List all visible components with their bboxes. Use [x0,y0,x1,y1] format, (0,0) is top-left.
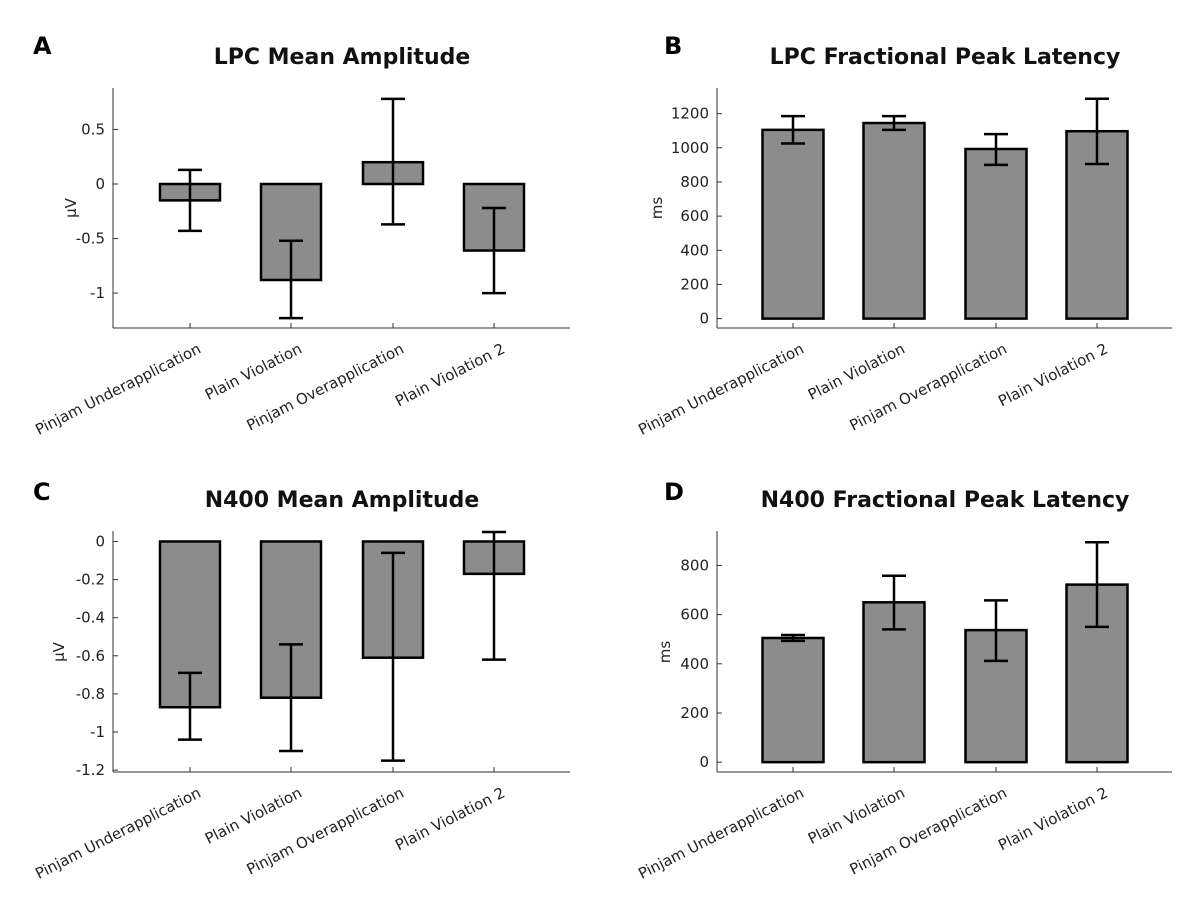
panel-c-category-label: Pinjam Underapplication [32,784,203,883]
panel-b-bar [862,121,926,320]
panel-b-y-tick-label: 1200 [671,105,709,123]
panel-d-error-bar [984,599,1008,663]
panel-d-bar [761,636,825,764]
panel-d-y-tick-label: 600 [680,606,709,624]
panel-d: D N400 Fractional Peak Latency ms 0 200 40… [635,478,1172,883]
panel-d-bar [1065,583,1129,764]
panel-b-category-label: Plain Violation 2 [995,340,1111,411]
panel-d-plot-area: 0 200 400 600 800 Pinjam Underapplication Plai… [635,531,1172,883]
panel-c-y-tick-label: -1.2 [76,761,105,779]
panel-c-error-bar [381,551,405,762]
panel-c-letter: C [33,478,51,506]
panel-c-y-tick-label: -0.4 [76,609,105,627]
panel-a-y-axis-label: μV [62,197,80,218]
panel-d-letter: D [664,478,684,506]
panel-b: B LPC Fractional Peak Latency ms 0 200 400… [635,32,1172,439]
panel-c: C N400 Mean Amplitude μV -1.2-1-0.8-0.6-… [32,478,570,883]
panel-b-category-label: Pinjam Underapplication [635,340,806,439]
panel-a-title: LPC Mean Amplitude [214,45,471,70]
panel-d-error-bar [1085,541,1109,629]
panel-b-title: LPC Fractional Peak Latency [770,45,1121,70]
panel-d-error-bar [781,633,805,643]
panel-d-title: N400 Fractional Peak Latency [761,488,1130,513]
panel-d-y-tick-label: 200 [680,704,709,722]
panel-b-error-bar [1085,97,1109,166]
panel-d-y-tick-label: 800 [680,556,709,574]
panel-b-error-bar [984,132,1008,167]
panel-a-y-tick-label: -1 [90,284,105,302]
panel-c-y-tick-label: -0.2 [76,571,105,589]
panel-a-error-bar [279,239,303,320]
panel-c-error-bar [178,671,202,741]
panel-d-y-tick-label: 400 [680,655,709,673]
panel-a-error-bar [482,206,506,295]
panel-a-y-tick-label: 0.5 [81,120,105,138]
panel-a-error-bar [381,97,405,226]
panel-c-y-axis-label: μV [50,641,68,662]
panel-b-bar [964,147,1028,320]
panel-b-y-tick-label: 0 [699,310,709,328]
panel-a: A LPC Mean Amplitude μV -1 -0.5 0 0.5 Pinjam… [32,32,570,439]
panel-c-y-tick-label: 0 [95,532,105,550]
panel-b-bar [761,128,825,320]
panel-a-plot-area: -1 -0.5 0 0.5 Pinjam Underapplication Plain V… [32,88,570,439]
panel-b-letter: B [664,32,682,60]
panel-b-y-tick-label: 600 [680,207,709,225]
panel-c-title: N400 Mean Amplitude [205,488,480,513]
panel-c-category-label: Plain Violation 2 [392,784,508,855]
panel-c-plot-area: -1.2 -1 -0.8 -0.6 -0.4 -0.2 0 Pinjam Underappli… [32,530,570,883]
panel-b-y-tick-label: 400 [680,241,709,259]
panel-b-y-tick-label: 200 [680,275,709,293]
panel-c-error-bar [279,643,303,753]
panel-d-y-tick-label: 0 [699,753,709,771]
panel-a-letter: A [33,32,52,60]
panel-d-category-label: Plain Violation 2 [995,784,1111,855]
panel-a-category-label: Pinjam Underapplication [32,340,203,439]
panel-b-y-tick-label: 800 [680,173,709,191]
panel-b-error-bar [882,114,906,132]
panel-a-y-tick-label: -0.5 [76,230,105,248]
panel-b-y-tick-label: 1000 [671,139,709,157]
panel-b-error-bar [781,114,805,145]
panel-b-plot-area: 0 200 400 600 800 1000 1200 Pinjam Underapplica… [635,88,1172,439]
panel-c-y-tick-label: -0.6 [76,647,105,665]
panel-a-error-bar [178,168,202,233]
panel-b-y-axis-label: ms [648,197,666,220]
panel-c-y-tick-label: -0.8 [76,685,105,703]
panel-a-category-label: Plain Violation 2 [392,340,508,411]
panel-a-y-tick-label: 0 [95,175,105,193]
panel-d-error-bar [882,574,906,631]
panel-d-category-label: Pinjam Underapplication [635,784,806,883]
panel-d-y-axis-label: ms [656,641,674,664]
panel-c-error-bar [482,530,506,661]
panel-c-y-tick-label: -1 [90,723,105,741]
